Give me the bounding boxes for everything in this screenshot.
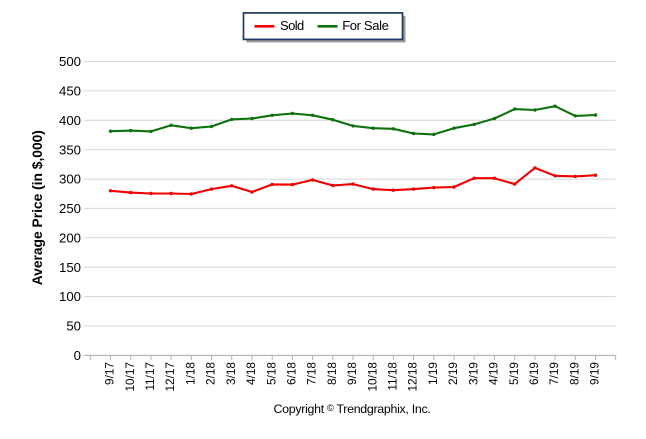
svg-text:3/19: 3/19 [466, 362, 480, 385]
svg-text:150: 150 [59, 260, 81, 275]
svg-text:9/19: 9/19 [588, 362, 602, 385]
svg-text:200: 200 [59, 230, 81, 245]
svg-text:12/17: 12/17 [163, 362, 177, 392]
svg-text:11/17: 11/17 [143, 362, 157, 391]
svg-text:3/18: 3/18 [224, 362, 238, 385]
svg-text:For Sale: For Sale [342, 18, 388, 33]
svg-text:8/18: 8/18 [325, 362, 339, 385]
svg-text:10/18: 10/18 [365, 362, 379, 392]
svg-text:9/17: 9/17 [103, 362, 117, 385]
svg-text:0: 0 [74, 348, 81, 363]
svg-text:6/19: 6/19 [527, 362, 541, 385]
svg-text:6/18: 6/18 [285, 362, 299, 385]
svg-text:100: 100 [59, 289, 81, 304]
svg-text:7/19: 7/19 [547, 362, 561, 385]
svg-text:5/18: 5/18 [264, 362, 278, 385]
svg-text:11/18: 11/18 [386, 362, 400, 391]
svg-text:1/18: 1/18 [183, 362, 197, 385]
svg-text:5/19: 5/19 [507, 362, 521, 385]
svg-text:8/19: 8/19 [567, 362, 581, 385]
svg-text:2/18: 2/18 [204, 362, 218, 385]
svg-text:4/19: 4/19 [487, 362, 501, 385]
svg-text:9/18: 9/18 [345, 362, 359, 385]
svg-text:350: 350 [59, 142, 81, 157]
svg-text:50: 50 [66, 319, 81, 334]
svg-text:400: 400 [59, 113, 81, 128]
svg-text:Copyright © Trendgraphix, Inc.: Copyright © Trendgraphix, Inc. [274, 402, 431, 416]
svg-text:7/18: 7/18 [305, 362, 319, 385]
svg-text:450: 450 [59, 84, 81, 99]
svg-text:Sold: Sold [280, 18, 304, 33]
svg-text:1/19: 1/19 [426, 362, 440, 385]
svg-text:500: 500 [59, 54, 81, 69]
svg-text:10/17: 10/17 [123, 362, 137, 392]
svg-text:250: 250 [59, 201, 81, 216]
svg-text:4/18: 4/18 [244, 362, 258, 385]
svg-text:300: 300 [59, 172, 81, 187]
svg-text:2/19: 2/19 [446, 362, 460, 385]
svg-text:12/18: 12/18 [406, 362, 420, 392]
svg-text:Average Price (in $,000): Average Price (in $,000) [30, 130, 45, 285]
